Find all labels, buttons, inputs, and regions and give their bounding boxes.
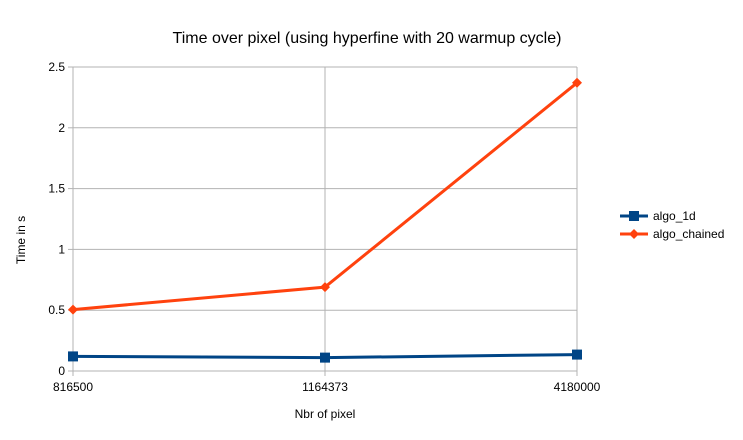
chart-title: Time over pixel (using hyperfine with 20… (173, 30, 562, 47)
y-tick-label: 0 (58, 364, 65, 378)
y-tick-label: 2 (58, 121, 65, 135)
data-point-algo_1d (320, 352, 330, 363)
data-point-algo_1d (68, 351, 78, 362)
data-point-algo_chained (572, 77, 582, 88)
x-tick-label: 1164373 (302, 380, 348, 394)
labels: Time over pixel (using hyperfine with 20… (14, 30, 601, 421)
data-point-algo_chained (68, 304, 78, 315)
legend-label-algo_chained: algo_chained (653, 227, 724, 241)
y-tick-label: 0.5 (48, 303, 65, 317)
series-layer (68, 77, 582, 363)
y-axis-label: Time in s (14, 216, 28, 264)
y-tick-label: 1 (58, 242, 65, 256)
grid-lines (73, 66, 578, 371)
data-point-algo_1d (572, 349, 582, 360)
legend: algo_1d algo_chained (620, 209, 724, 241)
y-tick-label: 2.5 (48, 60, 65, 74)
legend-marker-algo_1d (629, 211, 639, 221)
y-tick-label: 1.5 (48, 182, 65, 196)
x-tick-label: 816500 (53, 380, 93, 394)
x-axis-label: Nbr of pixel (295, 407, 356, 421)
data-point-algo_chained (320, 282, 330, 293)
x-tick-label: 4180000 (554, 380, 601, 394)
axes (68, 66, 578, 376)
legend-label-algo_1d: algo_1d (653, 209, 696, 223)
legend-marker-algo_chained (629, 229, 639, 239)
